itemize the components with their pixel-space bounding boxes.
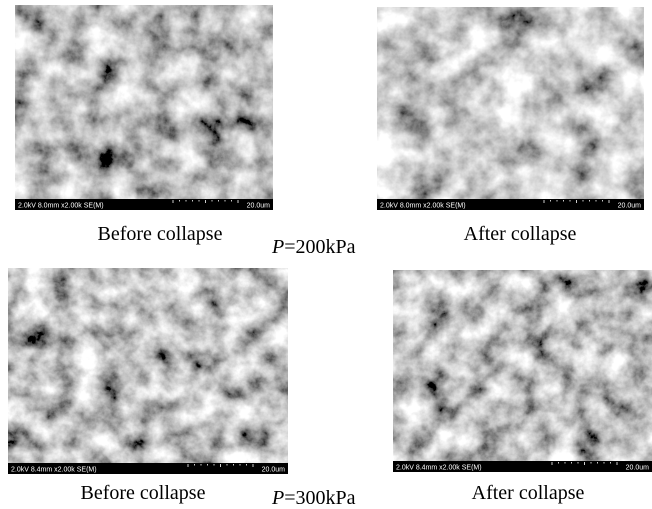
micrograph — [8, 268, 288, 474]
info-text: 2.0kV 8.0mm x2.00k SE(M) — [380, 202, 466, 209]
micrograph — [393, 270, 652, 472]
figure: Before collapse After collapse P=200kPa … — [0, 0, 652, 509]
info-text: 2.0kV 8.4mm x2.00k SE(M) — [11, 466, 97, 473]
caption-before: Before collapse — [98, 223, 223, 245]
caption-after: After collapse — [464, 223, 577, 245]
pressure-value: =200kPa — [284, 236, 355, 258]
pressure-label: P=200kPa — [271, 236, 356, 258]
info-text: 2.0kV 8.0mm x2.00k SE(M) — [18, 202, 104, 209]
sem-image: 2.0kV 8.0mm x2.00k SE(M) 20.0um — [15, 5, 273, 210]
micrograph — [377, 7, 644, 210]
micrograph — [15, 5, 273, 210]
pressure-symbol: P — [271, 236, 284, 258]
pressure-label: P=300kPa — [271, 487, 356, 509]
pressure-symbol: P — [271, 487, 284, 509]
sem-image: 2.0kV 8.0mm x2.00k SE(M) 20.0um — [377, 7, 644, 210]
scale-text: 20.0um — [247, 202, 271, 209]
info-text: 2.0kV 8.4mm x2.00k SE(M) — [396, 464, 482, 471]
pressure-value: =300kPa — [284, 487, 355, 509]
scale-text: 20.0um — [262, 466, 286, 473]
caption-before: Before collapse — [81, 482, 206, 504]
sem-image: 2.0kV 8.4mm x2.00k SE(M) 20.0um — [393, 270, 652, 472]
caption-after: After collapse — [472, 482, 585, 504]
scale-text: 20.0um — [618, 202, 642, 209]
sem-image: 2.0kV 8.4mm x2.00k SE(M) 20.0um — [8, 268, 288, 474]
scale-text: 20.0um — [626, 464, 650, 471]
page: {"figure": { "panels": [ {"info": "2.0kV… — [0, 0, 652, 509]
